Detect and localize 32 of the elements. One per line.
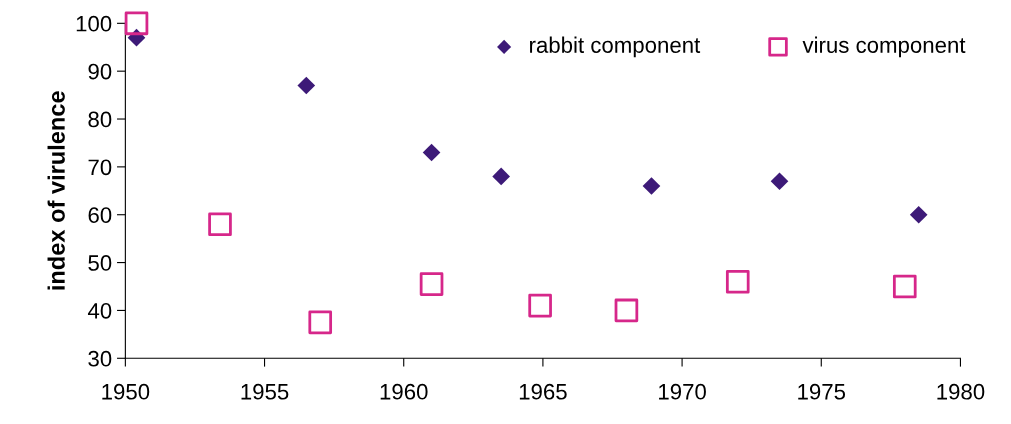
y-tick-label: 70 xyxy=(88,159,112,176)
point xyxy=(208,212,232,237)
point xyxy=(528,293,552,318)
x-tick-label: 1980 xyxy=(937,383,985,400)
x-tick-label: 1955 xyxy=(241,383,289,400)
point xyxy=(308,310,333,335)
x-tick-label: 1970 xyxy=(659,383,706,400)
x-tick-label: 1975 xyxy=(798,383,846,400)
point xyxy=(770,172,789,191)
x-tick-label: 1960 xyxy=(380,383,428,400)
legend-label: virus component xyxy=(802,36,966,58)
point xyxy=(909,205,928,224)
point xyxy=(422,143,441,162)
point xyxy=(892,274,917,299)
y-tick-label: 60 xyxy=(88,207,112,223)
point xyxy=(419,272,444,296)
point xyxy=(725,269,750,294)
x-tick-label: 1950 xyxy=(102,383,150,400)
y-tick-label: 50 xyxy=(88,255,112,271)
x-tick-label: 1965 xyxy=(519,383,567,400)
point xyxy=(492,167,510,186)
y-tick-label: 80 xyxy=(88,111,112,128)
y-tick-label: 40 xyxy=(87,302,112,319)
point xyxy=(297,76,316,95)
y-axis-title: index of virulence xyxy=(47,91,65,290)
y-tick-label: 90 xyxy=(88,63,112,80)
point xyxy=(614,298,639,323)
legend-label: rabbit component xyxy=(530,36,701,58)
point xyxy=(642,177,661,195)
y-tick-label: 30 xyxy=(88,350,112,367)
y-tick-label: 100 xyxy=(76,15,112,32)
point xyxy=(124,11,149,36)
